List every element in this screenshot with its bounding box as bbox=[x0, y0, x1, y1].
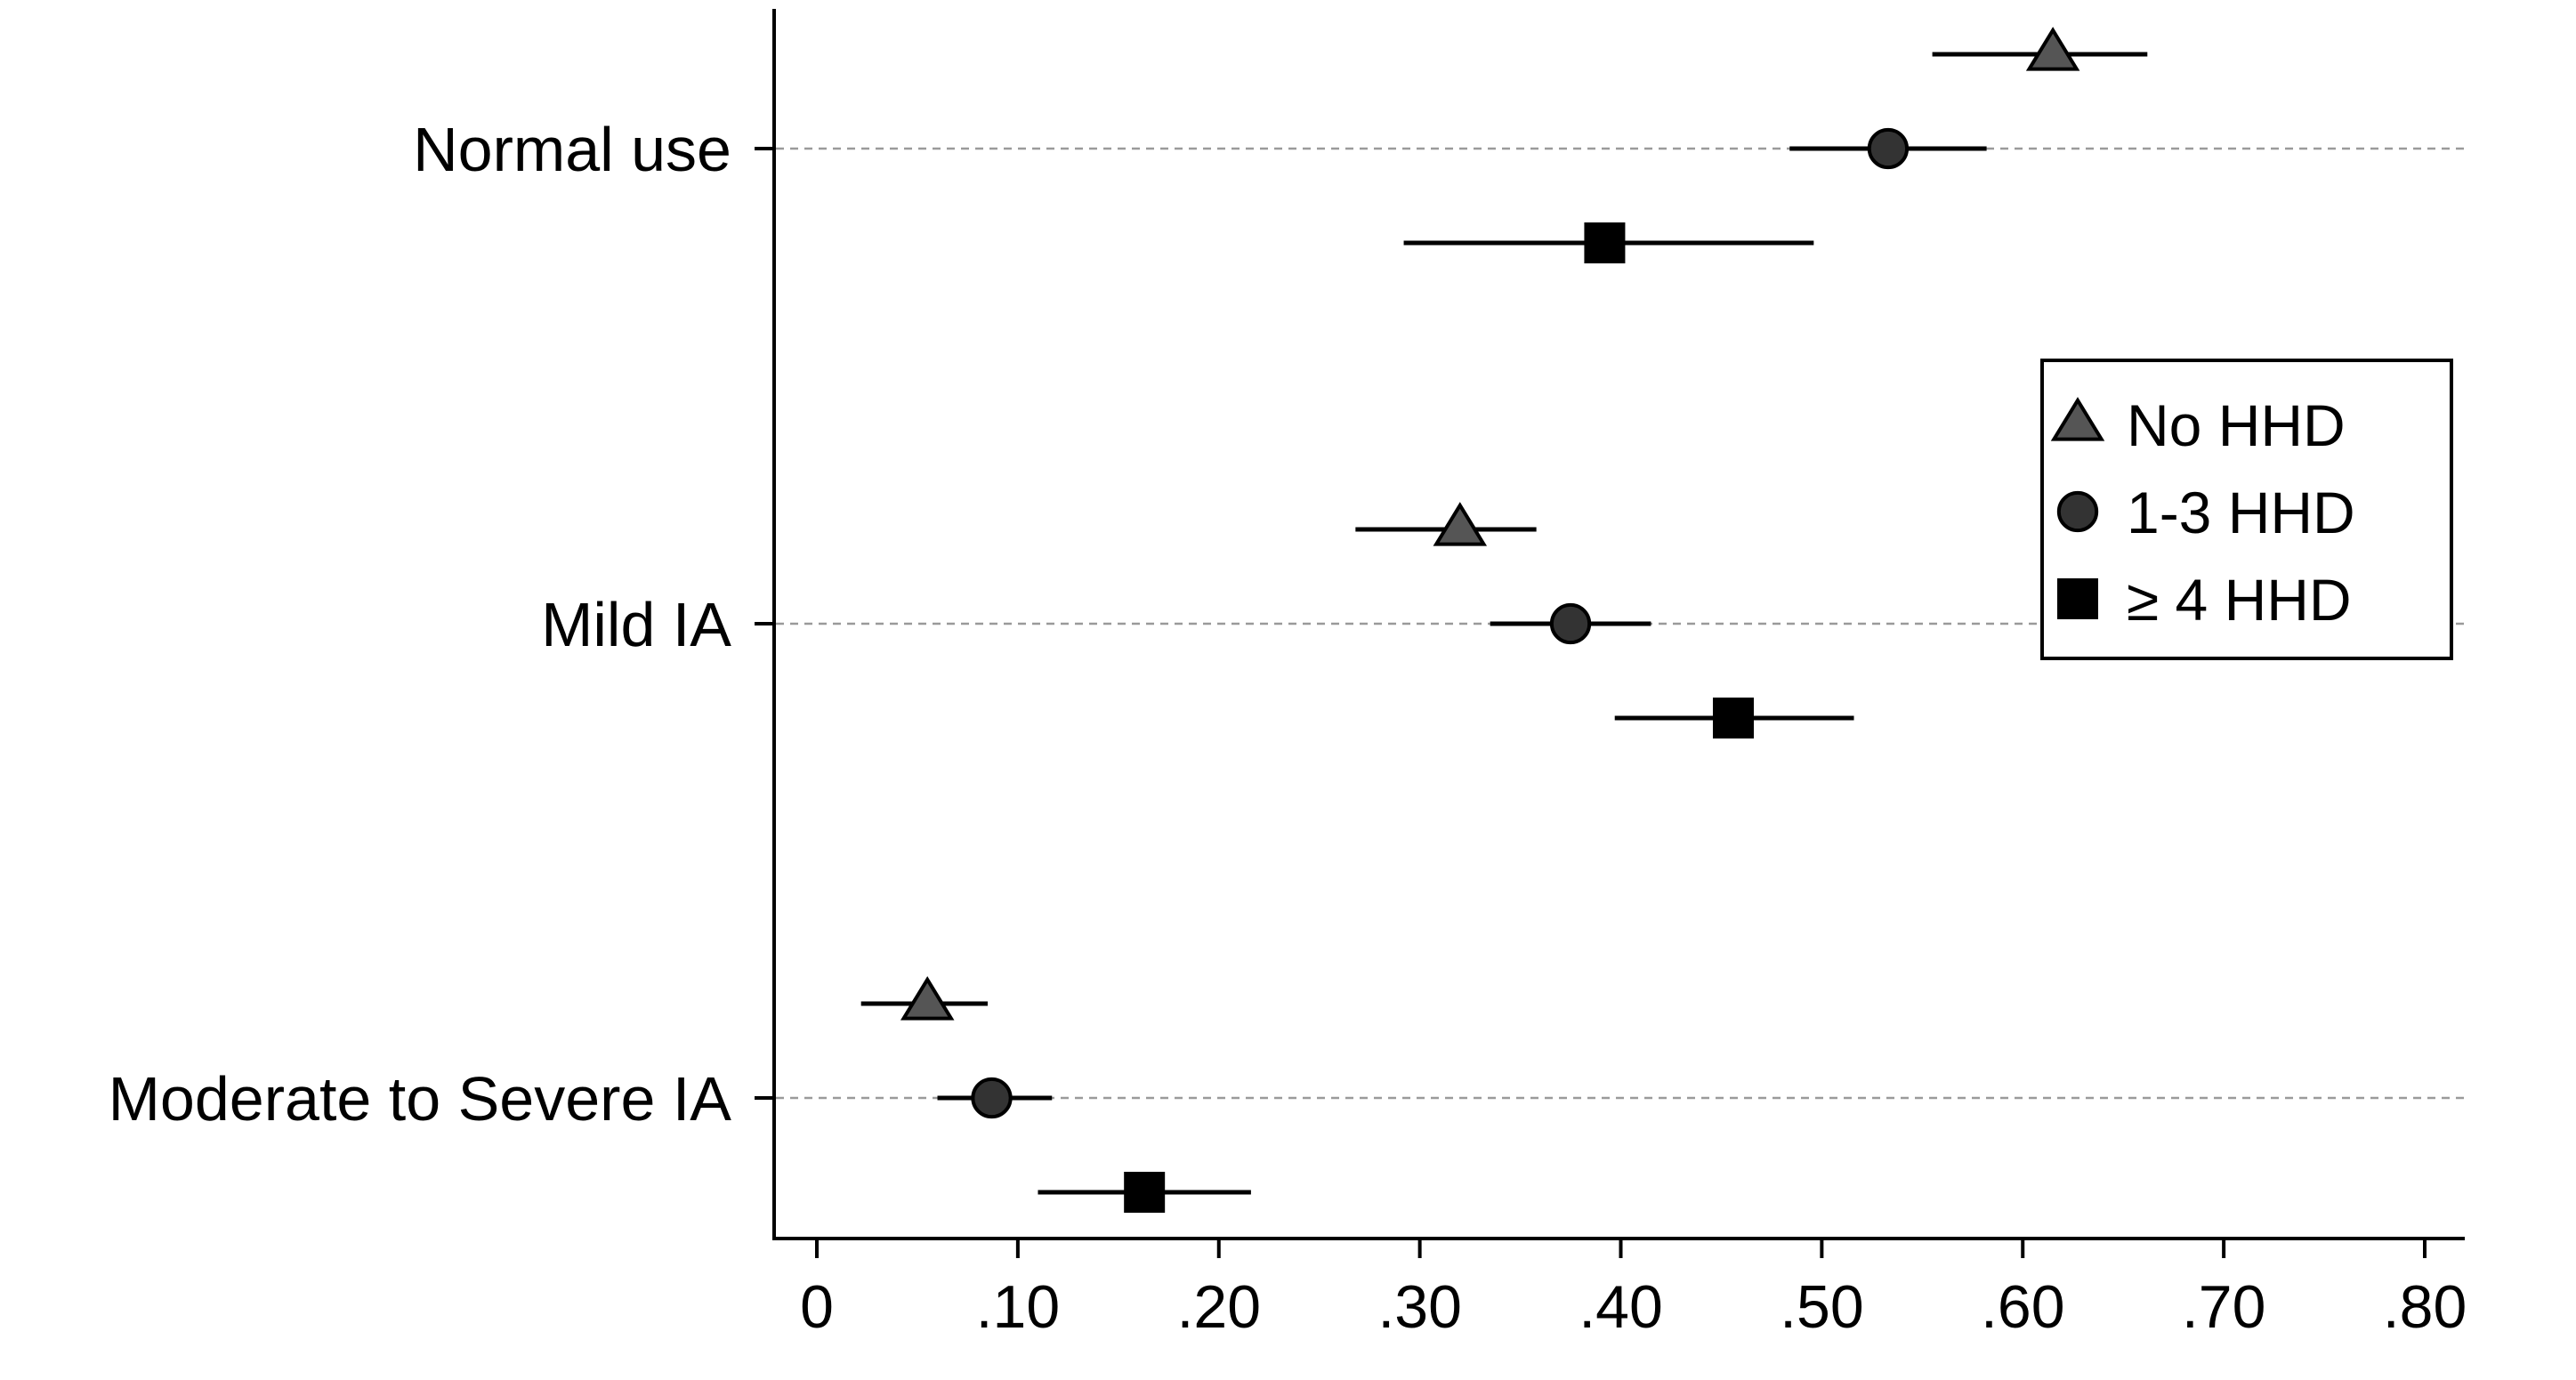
data-point bbox=[2025, 27, 2080, 71]
series-3 bbox=[1038, 222, 1854, 1213]
x-tick-label: .40 bbox=[1579, 1273, 1663, 1341]
x-tick-label: .60 bbox=[1981, 1273, 2065, 1341]
legend-label: 1-3 HHD bbox=[2127, 480, 2355, 545]
x-tick-label: .80 bbox=[2383, 1273, 2467, 1341]
category-label: Mild IA bbox=[541, 590, 731, 659]
data-point bbox=[1712, 698, 1754, 738]
square-icon bbox=[2057, 578, 2098, 619]
x-tick-label: .20 bbox=[1176, 1273, 1261, 1341]
circle-icon bbox=[2056, 490, 2099, 533]
legend-box bbox=[2040, 359, 2453, 660]
legend-label: No HHD bbox=[2127, 392, 2346, 458]
series-2 bbox=[937, 127, 1987, 1119]
data-point bbox=[1549, 602, 1592, 645]
x-tick-label: .50 bbox=[1780, 1273, 1864, 1341]
category-label: Normal use bbox=[413, 115, 731, 184]
data-point bbox=[1584, 222, 1626, 263]
category-label: Moderate to Severe IA bbox=[109, 1064, 732, 1134]
x-tick-label: .30 bbox=[1377, 1273, 1462, 1341]
series bbox=[860, 27, 2148, 1213]
x-axis-ticks: 0 .10 .20 .30 .40 .50 .60 .70 .80 bbox=[800, 1239, 2467, 1341]
data-point bbox=[900, 976, 955, 1021]
data-point bbox=[1124, 1172, 1166, 1213]
triangle-icon bbox=[2050, 397, 2105, 441]
data-point bbox=[971, 1077, 1013, 1119]
legend-label: ≥ 4 HHD bbox=[2127, 567, 2352, 633]
category-labels: Normal use Mild IA Moderate to Severe IA bbox=[109, 115, 732, 1134]
x-tick-label: 0 bbox=[800, 1273, 834, 1341]
legend: No HHD 1-3 HHD ≥ 4 HHD bbox=[2040, 359, 2453, 660]
data-point bbox=[1433, 502, 1488, 546]
x-tick-label: .70 bbox=[2182, 1273, 2266, 1341]
data-point bbox=[1867, 127, 1910, 170]
x-tick-label: .10 bbox=[976, 1273, 1061, 1341]
axes bbox=[755, 9, 2465, 1240]
series-1 bbox=[860, 27, 2148, 1021]
